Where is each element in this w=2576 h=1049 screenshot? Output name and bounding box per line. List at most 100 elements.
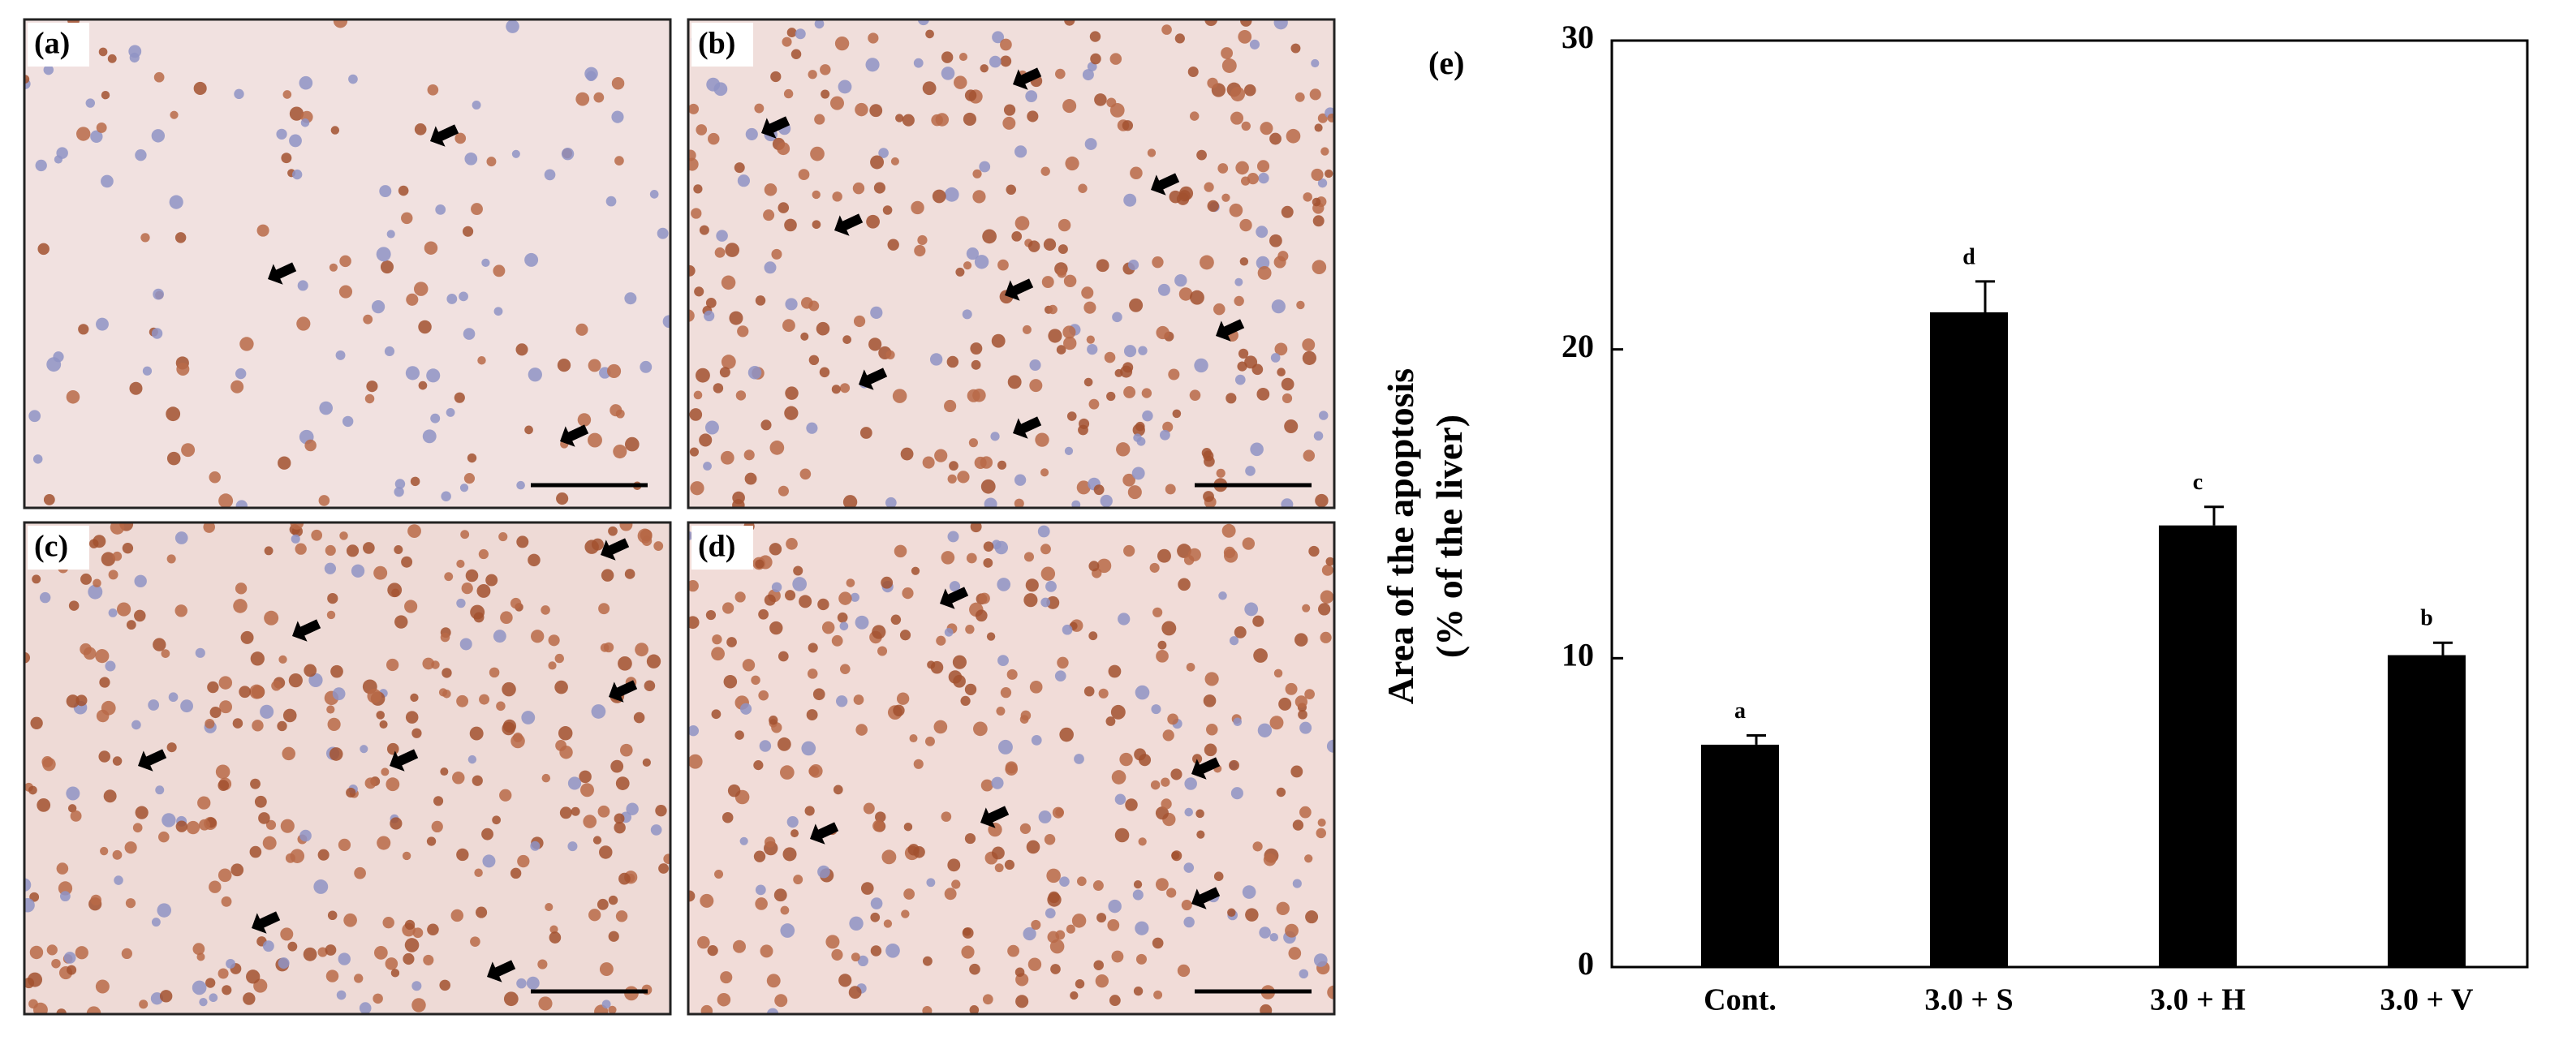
nucleus bbox=[872, 625, 886, 639]
nucleus bbox=[88, 584, 103, 600]
nucleus bbox=[1269, 132, 1282, 145]
nucleus bbox=[721, 355, 736, 369]
nucleus bbox=[851, 952, 860, 962]
nucleus bbox=[1245, 908, 1259, 922]
nucleus bbox=[819, 367, 830, 378]
nucleus bbox=[1174, 273, 1187, 287]
nucleus bbox=[506, 19, 519, 33]
nucleus bbox=[949, 461, 958, 471]
nucleus bbox=[1000, 38, 1012, 51]
nucleus bbox=[140, 233, 150, 243]
nucleus bbox=[832, 191, 842, 202]
nucleus bbox=[637, 528, 653, 544]
nucleus bbox=[1259, 926, 1271, 939]
arrow bbox=[1013, 416, 1042, 439]
nucleus bbox=[1153, 990, 1163, 1000]
nucleus bbox=[122, 542, 134, 554]
nucleus bbox=[450, 909, 464, 922]
nucleus bbox=[24, 977, 35, 989]
arrow bbox=[1191, 887, 1221, 909]
nucleus bbox=[1040, 566, 1056, 581]
nucleus bbox=[1290, 43, 1301, 54]
nucleus bbox=[360, 745, 368, 754]
nucleus bbox=[169, 195, 183, 209]
nucleus bbox=[1251, 363, 1264, 376]
nucleus bbox=[782, 319, 795, 333]
nucleus bbox=[485, 574, 498, 587]
nucleus bbox=[254, 795, 267, 808]
nucleus bbox=[883, 919, 893, 928]
nucleus bbox=[1203, 694, 1217, 707]
nucleus bbox=[1081, 286, 1094, 299]
nucleus bbox=[96, 317, 109, 331]
nucleus bbox=[690, 481, 704, 496]
nucleus bbox=[1088, 631, 1098, 641]
nucleus bbox=[54, 155, 63, 164]
nucleus bbox=[467, 755, 477, 764]
nucleus bbox=[834, 36, 850, 51]
nucleus bbox=[404, 919, 416, 931]
nucleus bbox=[786, 28, 797, 38]
nucleus bbox=[528, 553, 541, 567]
nucleus bbox=[655, 805, 667, 817]
nucleus bbox=[991, 333, 1006, 348]
nucleus bbox=[1196, 830, 1205, 839]
nucleus bbox=[833, 785, 843, 795]
nucleus bbox=[67, 965, 77, 975]
nucleus bbox=[800, 332, 809, 341]
nucleus bbox=[696, 124, 708, 135]
nucleus bbox=[933, 720, 948, 734]
nucleus bbox=[571, 806, 580, 816]
nucleus bbox=[205, 978, 216, 988]
nucleus bbox=[836, 695, 848, 707]
nucleus bbox=[157, 903, 171, 918]
nucleus bbox=[1196, 149, 1207, 161]
nucleus bbox=[398, 185, 409, 196]
nucleus bbox=[1064, 19, 1075, 26]
nucleus bbox=[588, 359, 601, 372]
nucleus bbox=[308, 673, 323, 687]
nucleus bbox=[1088, 398, 1100, 410]
nucleus bbox=[964, 832, 976, 845]
nucleus bbox=[162, 813, 176, 828]
nucleus bbox=[892, 389, 907, 403]
nucleus bbox=[705, 297, 717, 308]
nucleus bbox=[477, 356, 486, 365]
nucleus bbox=[1123, 544, 1135, 557]
nucleus bbox=[1045, 908, 1056, 919]
nucleus bbox=[870, 306, 883, 319]
nucleus bbox=[135, 806, 149, 819]
nucleus bbox=[769, 716, 778, 725]
nucleus bbox=[885, 350, 895, 360]
nucleus bbox=[1118, 613, 1131, 626]
nucleus bbox=[176, 363, 190, 376]
nucleus bbox=[870, 897, 883, 909]
y-tick-label: 0 bbox=[1578, 945, 1594, 982]
nucleus bbox=[66, 694, 80, 708]
nucleus bbox=[548, 634, 560, 647]
nucleus bbox=[1162, 421, 1174, 432]
nucleus bbox=[722, 602, 734, 614]
nucleus bbox=[363, 314, 373, 325]
nucleus bbox=[209, 993, 218, 1003]
nucleus bbox=[806, 422, 818, 434]
nucleus bbox=[878, 148, 889, 158]
nucleus bbox=[1055, 68, 1066, 80]
frame bbox=[23, 521, 672, 1016]
nucleus bbox=[59, 891, 71, 902]
nucleus bbox=[766, 1008, 779, 1014]
nucleus bbox=[1131, 466, 1145, 480]
arrow bbox=[292, 619, 321, 642]
nucleus bbox=[1183, 862, 1195, 873]
nucleus bbox=[567, 841, 578, 852]
nucleus bbox=[414, 123, 427, 135]
nucleus bbox=[1194, 358, 1208, 373]
nucleus bbox=[754, 103, 765, 114]
nucleus bbox=[755, 559, 765, 569]
nucleus bbox=[1076, 876, 1087, 887]
nucleus bbox=[329, 747, 343, 761]
nucleus bbox=[1221, 523, 1236, 538]
nucleus bbox=[840, 664, 851, 674]
label-box bbox=[28, 526, 89, 570]
